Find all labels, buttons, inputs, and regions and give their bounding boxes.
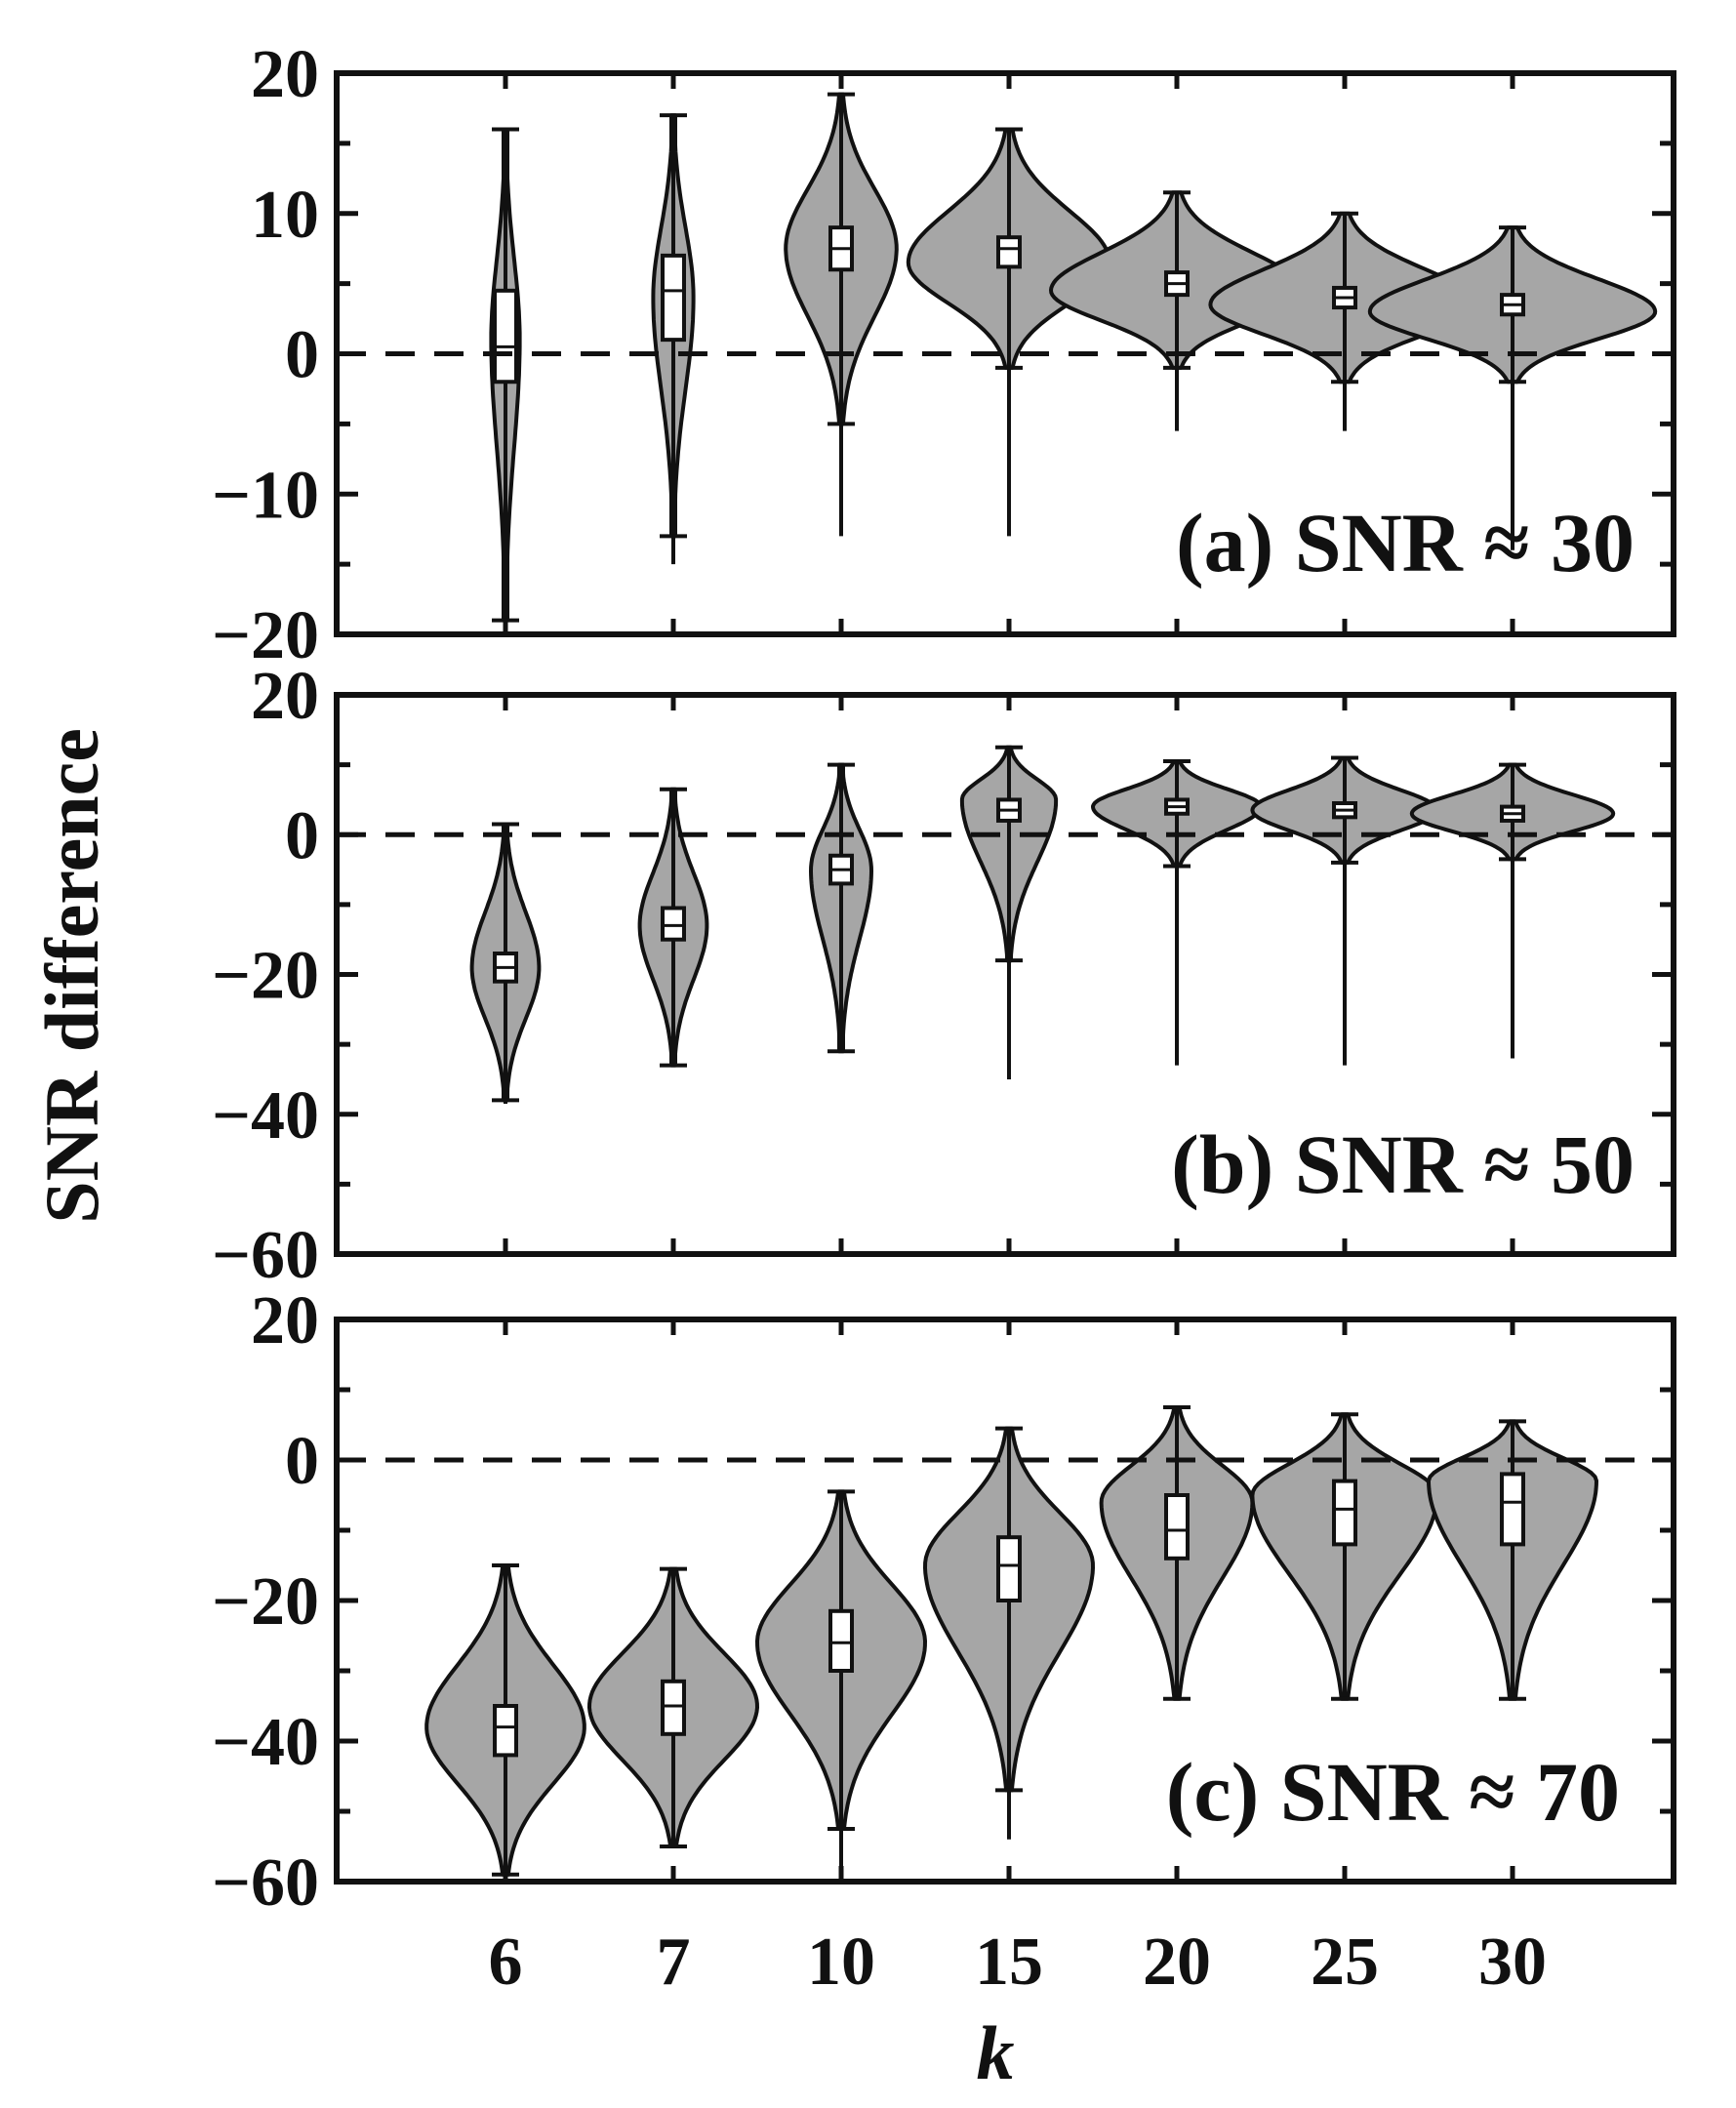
violin-k-10 (755, 1489, 927, 1868)
violin-k-7 (637, 787, 709, 1068)
violin-k-25 (1250, 1412, 1439, 1701)
y-tick-label: −20 (212, 1564, 319, 1640)
violin-k-15 (906, 127, 1112, 537)
x-tick-label: 6 (489, 1925, 523, 2000)
iqr-box (828, 1608, 854, 1674)
violin-k-30 (1427, 1419, 1598, 1701)
y-tick-label: −40 (212, 1705, 319, 1780)
y-tick-label: 20 (251, 37, 319, 112)
y-tick-label: 0 (285, 798, 319, 873)
iqr-box (661, 1679, 686, 1736)
x-tick-label: 15 (975, 1925, 1043, 2000)
iqr-box (996, 235, 1022, 269)
iqr-box (1500, 1472, 1525, 1547)
violin-k-25 (1250, 755, 1439, 1066)
iqr-box (1164, 1493, 1190, 1561)
y-tick-label: −40 (212, 1078, 319, 1154)
iqr-box (661, 253, 686, 343)
violin-k-30 (1367, 225, 1658, 550)
panel-label: (b) SNR ≈ 50 (1171, 1117, 1635, 1211)
y-tick-label: 0 (285, 1424, 319, 1499)
y-tick-label: 0 (285, 318, 319, 393)
iqr-box (493, 1704, 518, 1758)
violin-k-15 (959, 745, 1059, 1079)
violin-k-20 (1091, 759, 1263, 1066)
panel-3: 20 0 −20 −40 −60 (c) SNR ≈ 70 (212, 1283, 1676, 1921)
y-tick-label: 20 (251, 659, 319, 734)
violin-k-30 (1409, 762, 1616, 1059)
x-tick-label: 25 (1311, 1925, 1379, 2000)
iqr-box (996, 1535, 1022, 1602)
y-tick-label: −10 (212, 458, 319, 533)
y-tick-label: −20 (212, 939, 319, 1014)
x-tick-label: 30 (1478, 1925, 1547, 2000)
iqr-box (1332, 1479, 1357, 1547)
y-tick-label: −60 (212, 1845, 319, 1921)
violin-k-7 (651, 113, 696, 565)
panel-label: (a) SNR ≈ 30 (1176, 496, 1635, 589)
y-tick-label: 10 (251, 178, 319, 253)
panels-group: 20 10 0 −10 −20 (a) SNR ≈ 30 20 0 −20 −40 −60 (b) S… (212, 37, 1676, 2000)
x-axis-title: k (977, 2010, 1015, 2095)
violin-k-20 (1099, 1405, 1255, 1701)
y-tick-label: 20 (251, 1283, 319, 1358)
iqr-box (661, 906, 686, 942)
violin-k-6 (469, 822, 542, 1105)
y-tick-label: −60 (212, 1218, 319, 1293)
x-tick-label: 10 (807, 1925, 875, 2000)
panel-1: 20 10 0 −10 −20 (a) SNR ≈ 30 (212, 37, 1676, 673)
violin-k-15 (923, 1426, 1095, 1840)
violin-k-6 (489, 127, 522, 623)
panel-2: 20 0 −20 −40 −60 (b) SNR ≈ 50 (212, 659, 1676, 1293)
x-tick-label: 20 (1143, 1925, 1211, 2000)
iqr-box (493, 288, 518, 385)
x-tick-label: 7 (657, 1925, 691, 2000)
violin-k-10 (784, 92, 899, 537)
y-tick-label: −20 (212, 598, 319, 673)
violin-k-7 (587, 1566, 759, 1848)
violin-k-6 (424, 1563, 586, 1877)
panel-label: (c) SNR ≈ 70 (1166, 1745, 1620, 1839)
y-axis-title: SNR difference (29, 728, 114, 1224)
